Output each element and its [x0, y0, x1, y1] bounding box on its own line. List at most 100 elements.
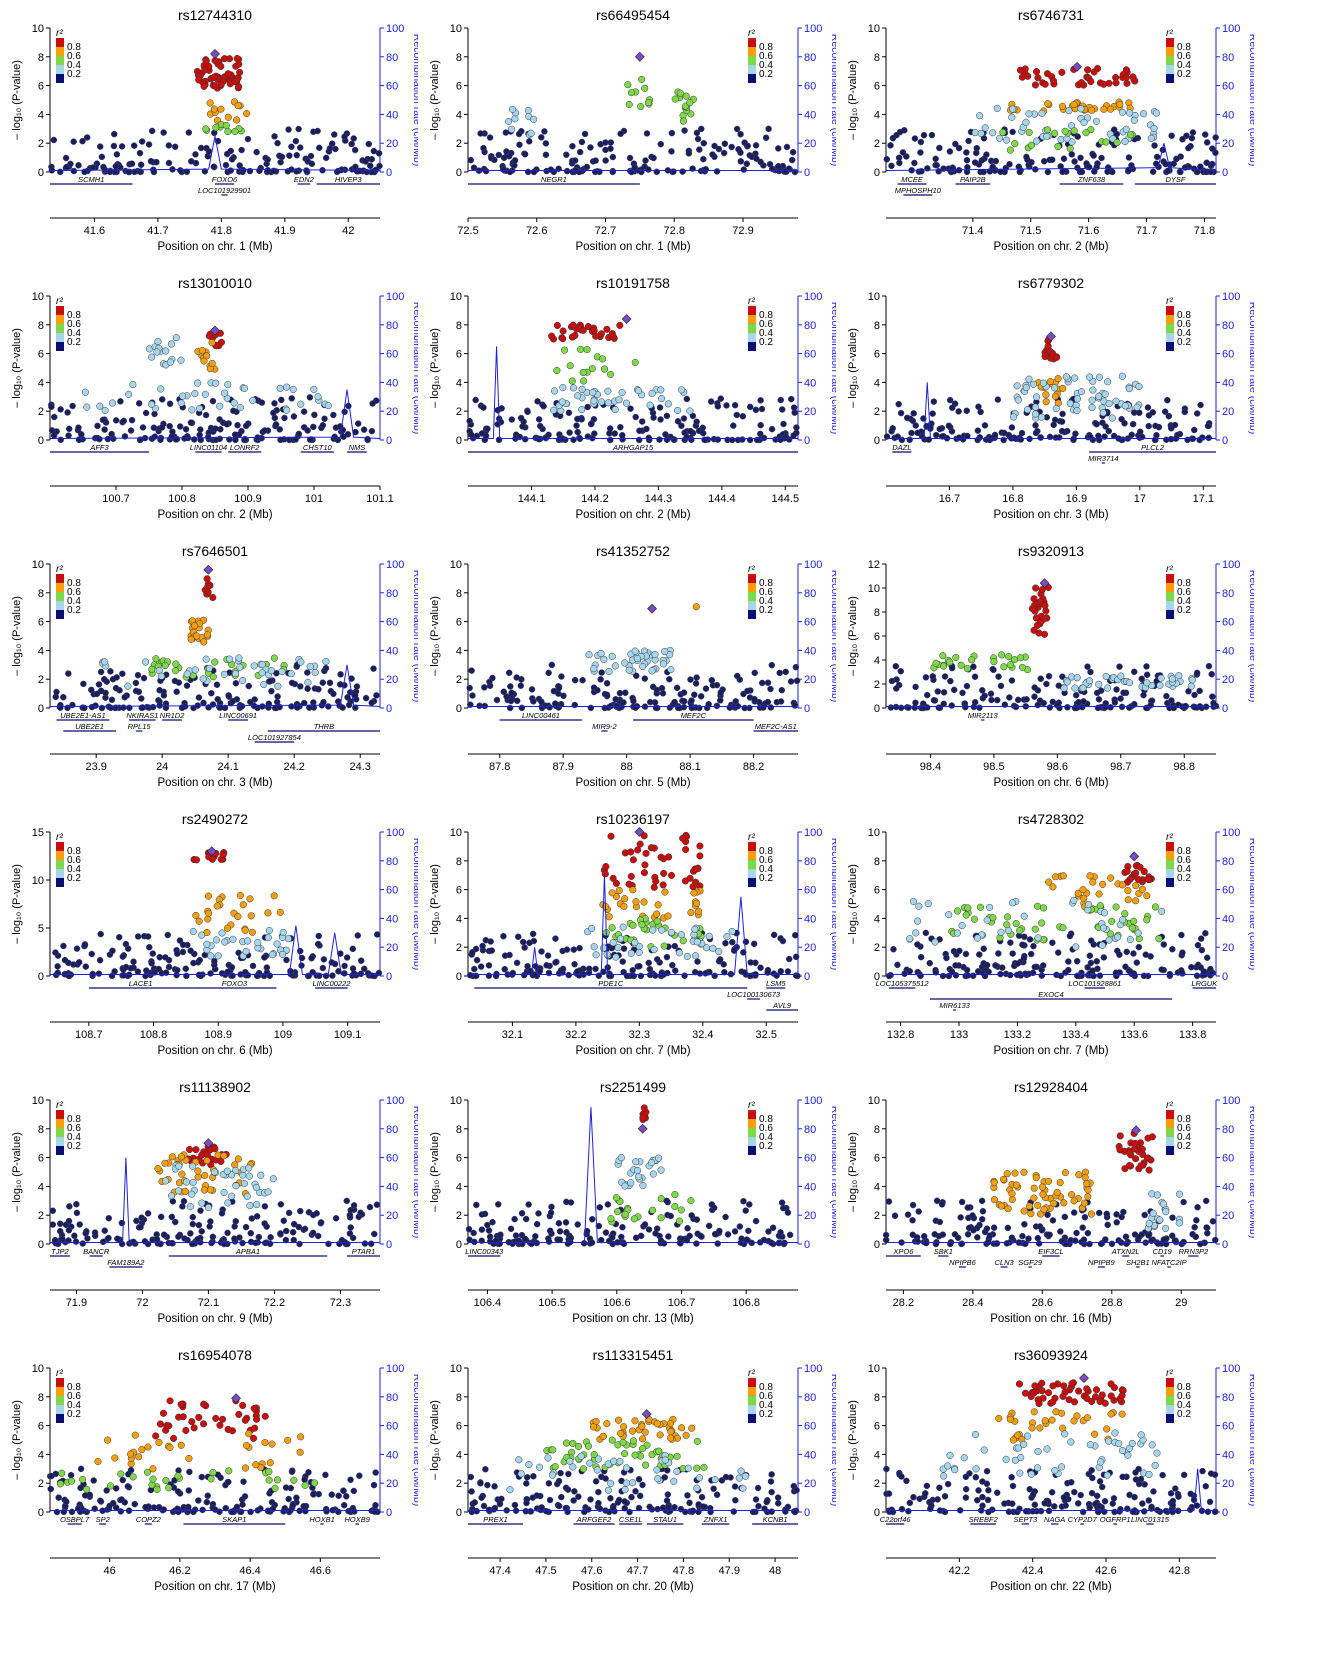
snp-point: [674, 704, 682, 712]
snp-point: [686, 407, 694, 415]
gene-label: LOC101928861: [1068, 979, 1121, 988]
snp-point: [601, 870, 609, 878]
snp-point: [1063, 135, 1071, 143]
snp-point: [1026, 936, 1034, 943]
snp-point: [228, 964, 236, 971]
snp-point: [128, 160, 136, 167]
snp-point: [73, 1200, 80, 1208]
snp-point: [536, 422, 544, 430]
snp-point: [730, 422, 737, 429]
snp-point: [767, 685, 774, 693]
snp-point: [232, 1182, 240, 1190]
snp-point: [1118, 1213, 1125, 1221]
snp-point: [1085, 373, 1094, 381]
snp-point: [535, 1210, 542, 1217]
snp-point: [757, 397, 764, 404]
snp-point: [139, 704, 146, 711]
snp-point: [555, 1220, 563, 1227]
r2-cluster: [548, 321, 624, 343]
legend-level: 0.4: [1177, 864, 1191, 875]
snp-point: [509, 969, 517, 977]
snp-point: [277, 1230, 284, 1237]
snp-point: [709, 151, 716, 158]
snp-point: [306, 704, 313, 711]
legend-swatch: [56, 1128, 64, 1137]
snp-point: [532, 1233, 539, 1240]
legend-swatch: [748, 1119, 756, 1128]
snp-point: [65, 972, 72, 980]
snp-point: [1164, 396, 1171, 404]
gene-label: LACE1: [129, 979, 153, 988]
snp-point: [904, 1211, 912, 1218]
snp-point: [524, 106, 532, 115]
snp-point: [889, 134, 897, 142]
snp-point: [292, 137, 300, 145]
snp-point: [1036, 1223, 1044, 1230]
snp-point: [497, 1231, 504, 1238]
snp-point: [912, 699, 919, 707]
snp-point: [686, 99, 694, 107]
snp-point: [94, 422, 101, 430]
snp-point: [1113, 1211, 1120, 1218]
snp-point: [609, 1240, 616, 1248]
legend-level: 0.4: [759, 328, 773, 339]
recomb-tick-label: 100: [804, 559, 822, 571]
gene-label: MPHOSPH10: [895, 186, 942, 195]
snp-point: [473, 956, 481, 964]
gene-track: NEGR1: [468, 175, 640, 185]
snp-point: [1018, 663, 1026, 671]
recomb-tick-label: 60: [804, 81, 816, 93]
r2-cluster: [1028, 583, 1052, 638]
legend-swatch: [748, 74, 756, 83]
snp-point: [1102, 1236, 1109, 1243]
snp-point: [229, 972, 236, 979]
snp-point: [517, 414, 525, 422]
snp-point: [232, 1166, 240, 1175]
gene-label: FOXO6: [212, 175, 238, 184]
snp-point: [1170, 704, 1177, 712]
snp-point: [339, 704, 346, 711]
snp-point: [948, 404, 956, 412]
snp-point: [946, 396, 954, 404]
snp-point: [196, 956, 204, 964]
snp-point: [571, 960, 578, 968]
snp-point: [672, 967, 679, 974]
snp-point: [616, 689, 624, 697]
snp-point: [75, 424, 82, 431]
snp-point: [1008, 113, 1016, 121]
snp-point: [213, 902, 221, 910]
snp-point: [637, 972, 645, 980]
snp-point: [232, 1218, 240, 1225]
snp-point: [506, 168, 514, 176]
snp-point: [933, 1197, 941, 1205]
snp-point: [651, 650, 659, 658]
y-tick-label: 4: [874, 1181, 880, 1193]
recomb-tick-label: 60: [386, 885, 398, 897]
snp-point: [353, 683, 361, 690]
snp-point: [368, 427, 376, 435]
snp-point: [493, 696, 501, 704]
x-tick-label: 108.8: [140, 1029, 168, 1041]
snp-point: [694, 135, 702, 143]
snp-point: [1144, 404, 1152, 411]
snp-point: [1179, 949, 1186, 956]
x-tick-label: 72.8: [664, 225, 685, 237]
snp-point: [314, 127, 321, 135]
legend-level: 0.6: [67, 319, 81, 330]
snp-point: [570, 436, 577, 444]
snp-point: [1038, 586, 1046, 594]
legend-swatch: [56, 860, 64, 869]
snp-point: [1085, 163, 1093, 171]
snp-point: [212, 936, 220, 944]
snp-point: [1126, 936, 1134, 944]
locus-plot-rs16954078: rs16954078 0 2 4 6 8 10 0 20 40 60 80 100– log₁₀ (P-…: [8, 1346, 423, 1613]
snp-point: [936, 1218, 944, 1226]
snp-point: [700, 139, 708, 147]
recomb-tick-label: 0: [1222, 971, 1228, 983]
snp-point: [650, 154, 657, 162]
snp-point: [980, 168, 987, 176]
snp-point: [661, 888, 669, 896]
snp-point: [625, 880, 633, 888]
snp-point: [1123, 1240, 1130, 1248]
